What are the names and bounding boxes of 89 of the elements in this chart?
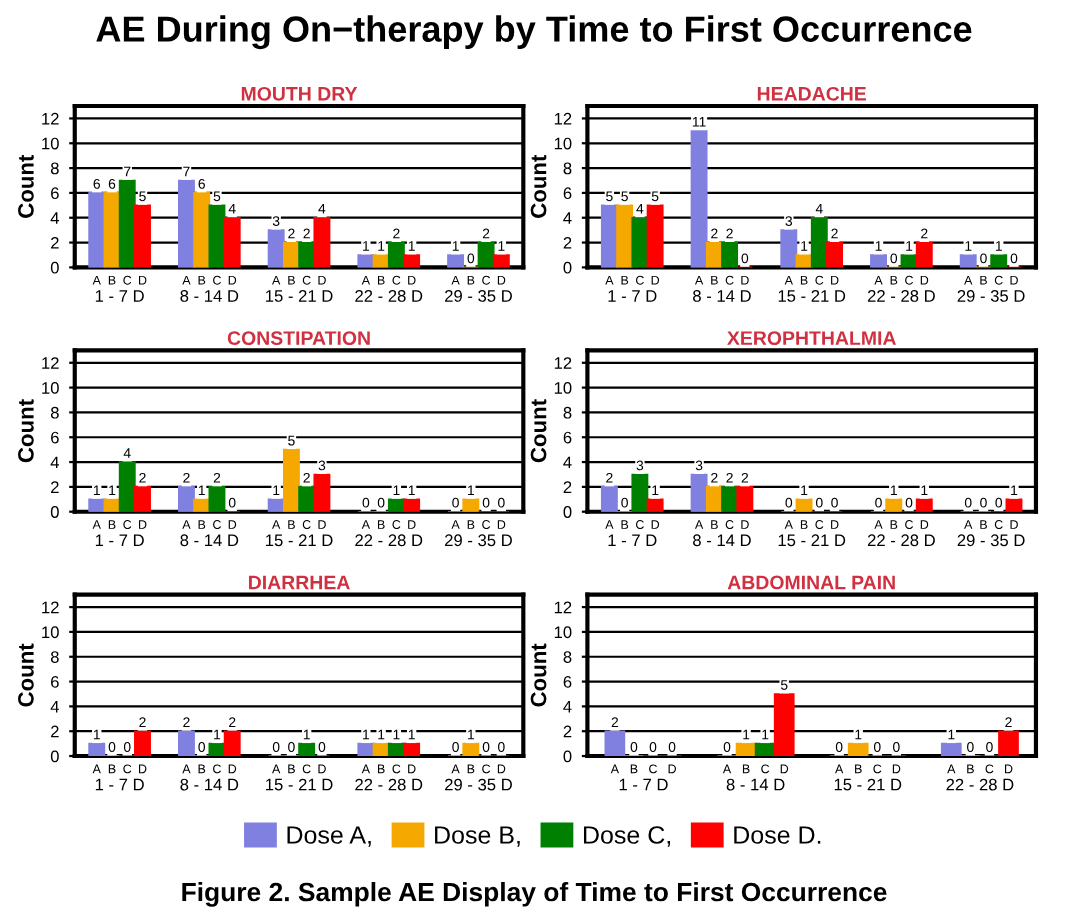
x-tick-label: 8 - 14 D [180,534,239,547]
y-tick-label: 0 [563,506,572,518]
y-tick-label: 10 [554,137,572,150]
x-tick-label: 1 - 7 D [95,534,144,547]
y-tick-label: 6 [51,187,59,200]
y-tick-label: 6 [51,675,59,688]
y-tick-label: 4 [563,700,572,713]
y-tick-label: 2 [563,236,572,249]
y-tick-label: 2 [563,725,572,738]
x-tick-label: 1 - 7 D [95,290,144,302]
y-tick-label: 10 [42,137,59,150]
x-tick-label: 1 - 7 D [619,778,668,791]
y-tick-label: 4 [50,456,59,469]
x-tick-label: 8 - 14 D [693,534,751,547]
chart-title: CONSTIPATION [227,331,370,345]
y-tick-label: 8 [563,162,572,175]
x-tick-label: 1 - 7 D [608,534,657,547]
y-tick-label: 2 [563,481,572,493]
y-axis-title: Count [18,154,34,218]
y-tick-label: 0 [50,506,59,518]
y-tick-label: 12 [554,601,572,614]
chart-title: HEADACHE [757,86,867,101]
y-tick-label: 12 [42,112,59,125]
caption: Figure 2. Sample AE Display of Time to First Occurrence [182,881,887,907]
x-tick-label: 22 - 28 D [355,290,423,302]
y-axis-title: Count [530,643,547,707]
x-tick-label: 15 - 21 D [266,534,333,547]
y-tick-label: 10 [554,626,572,639]
y-axis-title: Count [530,399,547,463]
legend-label: Dose D. [734,826,821,844]
legend-label: Dose A, [287,826,371,847]
y-tick-label: 12 [42,357,59,369]
y-tick-label: 12 [42,601,59,614]
x-tick-label: 15 - 21 D [778,534,846,547]
y-tick-label: 4 [563,456,572,469]
x-tick-label: 22 - 28 D [355,778,423,791]
y-tick-label: 10 [554,382,572,394]
y-tick-label: 4 [563,212,572,224]
y-tick-label: 2 [51,481,59,493]
x-tick-label: 15 - 21 D [266,290,333,302]
y-tick-label: 6 [51,431,59,444]
y-tick-label: 0 [563,750,572,763]
y-tick-label: 0 [50,261,59,274]
y-tick-label: 12 [554,112,572,125]
y-tick-label: 8 [50,162,59,175]
y-tick-label: 8 [563,406,572,419]
x-tick-label: 8 - 14 D [180,778,239,791]
x-tick-label: 8 - 14 D [726,778,785,791]
y-axis-title: Count [18,643,34,707]
x-tick-label: 29 - 35 D [445,778,512,791]
x-tick-label: 22 - 28 D [355,534,423,547]
x-tick-label: 29 - 35 D [445,290,512,302]
y-tick-label: 8 [50,406,59,419]
x-tick-label: 8 - 14 D [180,290,239,302]
x-tick-label: 8 - 14 D [693,290,751,302]
x-tick-label: 15 - 21 D [834,778,902,791]
text: AE During On−therapy by Time to First Occurrence [96,15,972,50]
y-axis-title: Count [18,399,34,463]
x-tick-label: 29 - 35 D [957,534,1025,547]
y-tick-label: 0 [563,261,572,274]
y-tick-label: 4 [50,700,59,713]
x-tick-label: 15 - 21 D [778,290,846,302]
chart-title: MOUTH DRY [241,86,358,101]
y-tick-label: 2 [51,725,59,738]
y-tick-label: 6 [563,187,572,200]
x-tick-label: 1 - 7 D [95,778,144,791]
x-tick-label: 1 - 7 D [608,290,657,302]
y-tick-label: 4 [50,212,59,224]
y-tick-label: 8 [563,651,572,663]
y-tick-label: 10 [42,626,59,639]
chart-title: ABDOMINAL PAIN [727,575,895,590]
x-tick-label: 15 - 21 D [266,778,333,791]
y-axis-title: Count [530,154,547,218]
x-tick-label: 29 - 35 D [957,290,1025,302]
chart-title: XEROPHTHALMIA [727,331,896,345]
legend-label: Dose C, [583,826,670,847]
x-tick-label: 22 - 28 D [867,534,935,547]
x-tick-label: 22 - 28 D [867,290,935,302]
x-tick-label: 22 - 28 D [946,778,1014,791]
y-tick-label: 12 [554,357,572,369]
chart-title: DIARRHEA [249,575,350,590]
y-tick-label: 6 [563,675,572,688]
y-tick-label: 2 [51,236,59,249]
x-tick-label: 29 - 35 D [445,534,512,547]
y-tick-label: 8 [50,651,59,663]
y-tick-label: 0 [50,750,59,763]
y-tick-label: 10 [42,382,59,394]
y-tick-label: 6 [563,431,572,444]
legend-label: Dose B, [435,826,520,847]
